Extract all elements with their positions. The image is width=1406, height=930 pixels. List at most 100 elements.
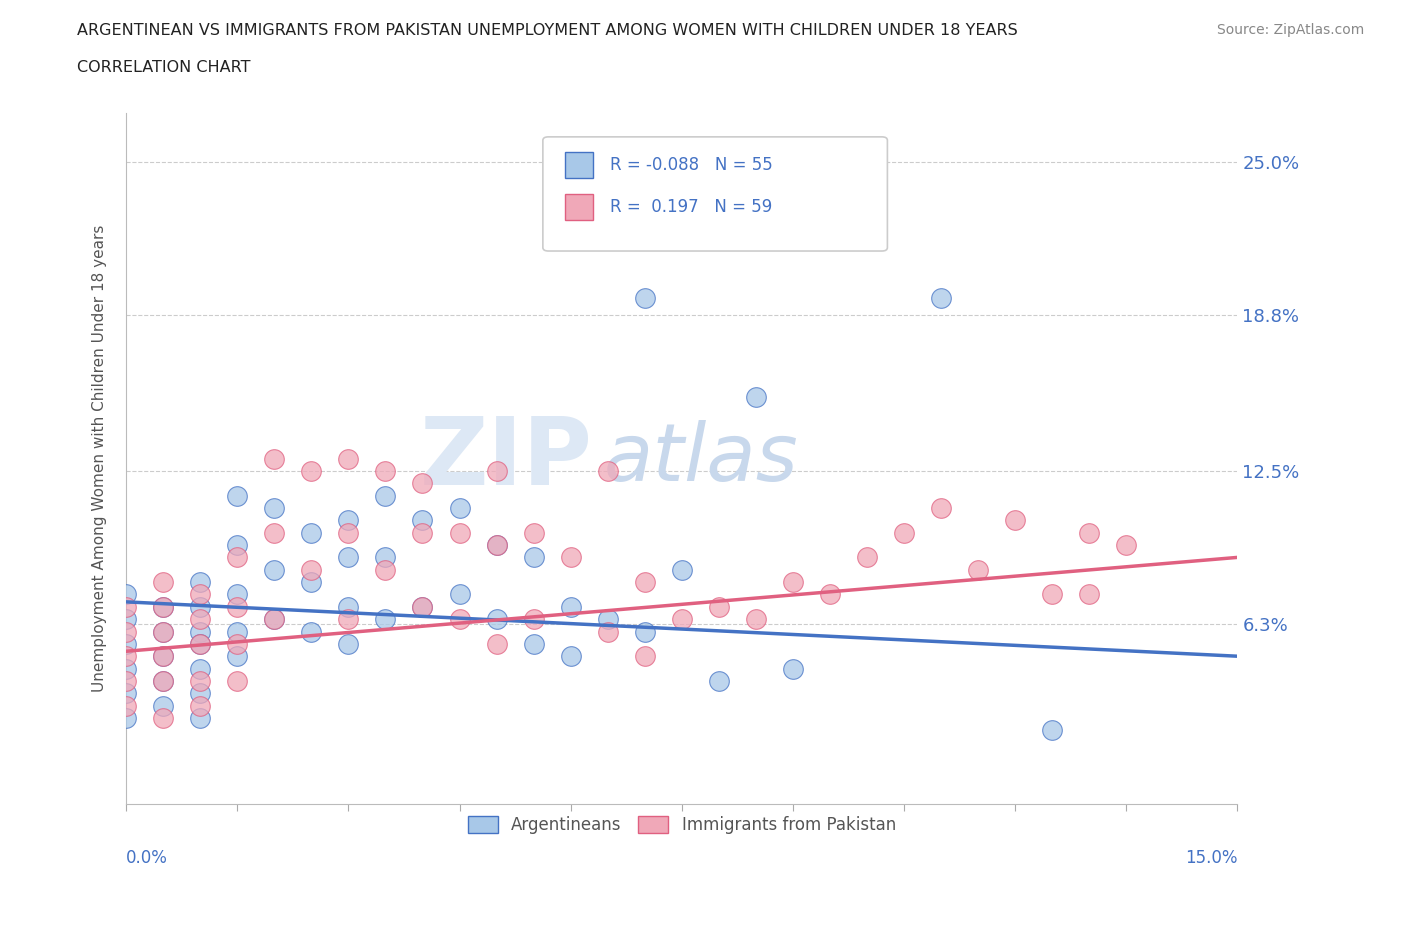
Point [115, 711, 138, 725]
Point [337, 525, 360, 540]
Point [115, 636, 138, 651]
Point [337, 612, 360, 627]
Point [188, 636, 211, 651]
Point [411, 599, 433, 614]
Point [893, 525, 915, 540]
Point [263, 612, 285, 627]
Point [188, 599, 211, 614]
Point [299, 575, 322, 590]
Point [374, 563, 396, 578]
Point [411, 525, 433, 540]
Point [337, 550, 360, 565]
Point [115, 612, 138, 627]
Point [967, 563, 990, 578]
Point [226, 636, 249, 651]
Point [226, 624, 249, 639]
Point [152, 624, 174, 639]
Point [596, 624, 619, 639]
FancyBboxPatch shape [565, 193, 593, 219]
FancyBboxPatch shape [565, 153, 593, 179]
Point [374, 488, 396, 503]
Text: Source: ZipAtlas.com: Source: ZipAtlas.com [1216, 23, 1364, 37]
Point [782, 661, 804, 676]
Point [1078, 587, 1101, 602]
Point [671, 612, 693, 627]
Point [263, 612, 285, 627]
Point [299, 525, 322, 540]
Point [152, 649, 174, 664]
Point [115, 624, 138, 639]
Point [707, 673, 730, 688]
Point [929, 500, 952, 515]
Point [115, 661, 138, 676]
Point [152, 624, 174, 639]
Point [560, 649, 582, 664]
Point [485, 612, 508, 627]
Point [188, 661, 211, 676]
Point [226, 488, 249, 503]
Point [374, 463, 396, 478]
Point [449, 525, 471, 540]
Point [188, 698, 211, 713]
Point [152, 673, 174, 688]
Point [818, 587, 841, 602]
Point [152, 649, 174, 664]
Text: ZIP: ZIP [420, 413, 593, 505]
Point [523, 550, 546, 565]
Point [1040, 723, 1063, 737]
Point [523, 636, 546, 651]
Point [634, 290, 657, 305]
Point [1004, 512, 1026, 527]
Point [1115, 538, 1137, 552]
Point [299, 563, 322, 578]
Point [226, 599, 249, 614]
Point [188, 685, 211, 700]
Point [188, 587, 211, 602]
Point [596, 463, 619, 478]
Point [1040, 587, 1063, 602]
Text: atlas: atlas [605, 419, 799, 498]
Point [634, 624, 657, 639]
Text: CORRELATION CHART: CORRELATION CHART [77, 60, 250, 75]
Point [115, 649, 138, 664]
Point [188, 636, 211, 651]
Point [188, 624, 211, 639]
Point [299, 624, 322, 639]
Text: R =  0.197   N = 59: R = 0.197 N = 59 [610, 198, 772, 216]
Point [337, 512, 360, 527]
Text: ARGENTINEAN VS IMMIGRANTS FROM PAKISTAN UNEMPLOYMENT AMONG WOMEN WITH CHILDREN U: ARGENTINEAN VS IMMIGRANTS FROM PAKISTAN … [77, 23, 1018, 38]
Point [226, 673, 249, 688]
Text: R = -0.088   N = 55: R = -0.088 N = 55 [610, 156, 772, 174]
Point [188, 711, 211, 725]
Point [671, 563, 693, 578]
Point [263, 500, 285, 515]
Point [337, 451, 360, 466]
Point [115, 698, 138, 713]
Point [856, 550, 879, 565]
Point [188, 575, 211, 590]
Point [115, 673, 138, 688]
Point [485, 636, 508, 651]
Point [152, 673, 174, 688]
Point [449, 587, 471, 602]
Point [374, 612, 396, 627]
Y-axis label: Unemployment Among Women with Children Under 18 years: Unemployment Among Women with Children U… [93, 225, 107, 692]
Point [263, 451, 285, 466]
Point [263, 563, 285, 578]
Point [1078, 525, 1101, 540]
Point [745, 390, 768, 405]
Point [411, 599, 433, 614]
Point [374, 550, 396, 565]
Point [226, 538, 249, 552]
Point [523, 525, 546, 540]
FancyBboxPatch shape [543, 137, 887, 251]
Text: 15.0%: 15.0% [1185, 849, 1237, 867]
Text: 0.0%: 0.0% [127, 849, 167, 867]
Point [485, 538, 508, 552]
Point [188, 673, 211, 688]
Legend: Argentineans, Immigrants from Pakistan: Argentineans, Immigrants from Pakistan [461, 810, 903, 841]
Point [226, 649, 249, 664]
Point [560, 599, 582, 614]
Point [188, 612, 211, 627]
Point [226, 550, 249, 565]
